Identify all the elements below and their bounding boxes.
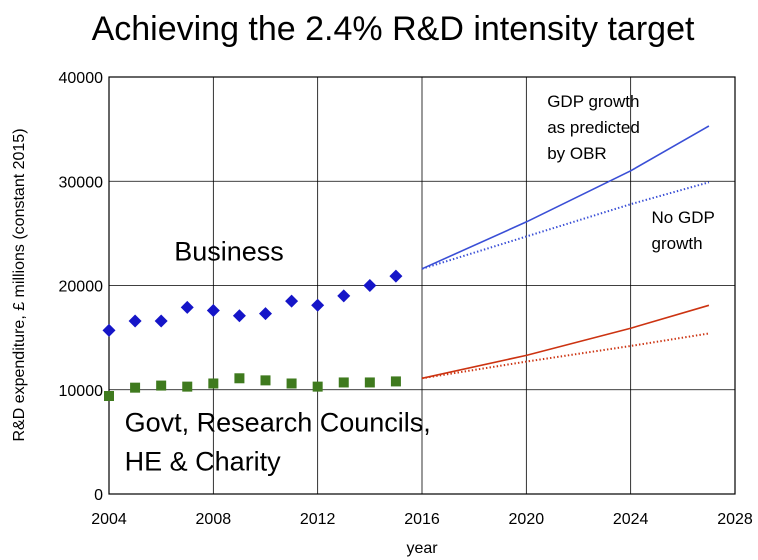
x-tick-label-2016: 2016 [404,511,440,528]
annotation-nogdp-line-1: growth [652,234,703,253]
annotation-nogdp-line-0: No GDP [652,208,715,227]
business-point-2015 [389,269,403,283]
annotation-gdp-line-0: GDP growth [547,92,639,111]
projection-line-2-solid [421,125,710,270]
business-point-2007 [180,300,194,314]
govt-point-2012 [312,381,323,392]
x-tick-label-2004: 2004 [91,511,127,528]
business-point-2009 [232,309,246,323]
data-points [102,269,403,402]
business-point-2013 [337,289,351,303]
govt-point-2014 [364,377,375,388]
chart-title: Achieving the 2.4% R&D intensity target [92,10,695,48]
govt-point-2008 [208,378,219,389]
plot-frame [108,76,736,495]
govt-point-2006 [156,380,167,391]
annotation-govt-line-1: HE & Charity [125,446,282,476]
annotation-gdp-line-2: by OBR [547,144,607,163]
govt-point-2011 [286,378,297,389]
y-axis-label: R&D expenditure, £ millions (constant 20… [11,128,28,441]
annotation-gdp: GDP growth as predicted by OBR [547,92,640,163]
business-point-2005 [128,314,142,328]
business-point-2004 [102,323,116,337]
annotation-business: Business [174,236,284,266]
x-tick-label-2028: 2028 [717,511,753,528]
business-point-2008 [206,304,220,318]
govt-point-2010 [260,375,271,386]
annotation-govt: Govt, Research Councils, HE & Charity [125,407,431,476]
govt-point-2004 [104,391,114,402]
y-tick-label-20000: 20000 [59,279,104,296]
x-axis-ticks: 2004 2008 2012 2016 2020 2024 2028 [91,511,753,528]
business-point-2006 [154,314,168,328]
business-point-2014 [363,279,377,292]
annotations: Business Govt, Research Councils, HE & Cha… [125,92,715,476]
projection-lines [421,125,710,380]
y-tick-label-0: 0 [94,487,103,504]
govt-point-2013 [338,377,349,388]
annotation-business-line-0: Business [174,236,284,266]
annotation-govt-line-0: Govt, Research Councils, [125,407,431,437]
projection-line-4-solid [421,304,710,380]
annotation-gdp-line-1: as predicted [547,118,640,137]
x-tick-label-2024: 2024 [613,511,649,528]
govt-point-2009 [234,373,245,384]
business-point-2012 [311,298,325,312]
y-tick-label-10000: 10000 [59,383,104,400]
x-tick-label-2012: 2012 [300,511,336,528]
projection-line-3-dotted [421,181,710,270]
grid-lines [109,77,735,494]
y-tick-label-40000: 40000 [59,70,104,87]
y-tick-label-30000: 30000 [59,174,104,191]
x-axis-label: year [406,540,438,557]
govt-point-2005 [130,382,141,393]
x-tick-label-2020: 2020 [509,511,545,528]
business-point-2010 [259,307,272,321]
govt-point-2015 [390,376,401,387]
annotation-nogdp: No GDP growth [652,208,715,253]
govt-point-2007 [182,381,193,392]
business-point-2011 [285,294,299,308]
y-axis-ticks: 0 10000 20000 30000 40000 [59,70,104,504]
projection-line-5-dotted [421,332,710,380]
x-tick-label-2008: 2008 [196,511,232,528]
